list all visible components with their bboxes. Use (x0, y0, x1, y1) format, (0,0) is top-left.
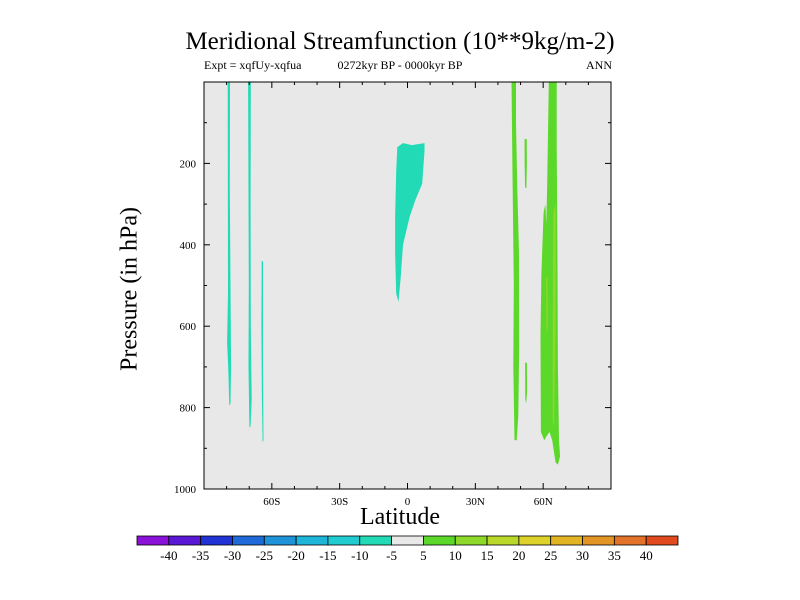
teal-band-70S (248, 82, 252, 428)
colorbar: -40 -35 -30 -25 -20 -15 -10 -5 5 10 15 20 25 30 35 40 (136, 535, 679, 563)
colorbar-label: 20 (512, 548, 525, 563)
colorbar-swatch (454, 535, 488, 546)
colorbar-label: -20 (287, 548, 304, 563)
colorbar-label: -5 (386, 548, 397, 563)
teal-equatorial-cell (395, 143, 425, 302)
colorbar-label: 25 (544, 548, 557, 563)
teal-band-64S (261, 261, 264, 443)
colorbar-swatch (486, 535, 520, 546)
x-tick-label: 60N (534, 496, 553, 508)
colorbar-swatch (168, 535, 202, 546)
colorbar-swatch (232, 535, 265, 546)
y-tick-label: 200 (180, 158, 197, 170)
teal-band-78S (227, 82, 232, 406)
x-tick-label: 0 (405, 496, 411, 508)
x-tick-label: 30S (331, 496, 348, 508)
green-cell-60N (540, 82, 561, 465)
colorbar-swatch (327, 535, 361, 546)
colorbar-label: -30 (224, 548, 241, 563)
yellowgreen-core-62N (546, 277, 548, 335)
colorbar-label: -10 (351, 548, 368, 563)
colorbar-swatch (582, 535, 615, 546)
axes: 60S 30S 0 30N 60N 200 400 600 800 1000 (174, 82, 611, 508)
colorbar-swatch (645, 535, 679, 546)
colorbar-label: -25 (256, 548, 273, 563)
x-tick-label: 30N (466, 496, 485, 508)
colorbar-swatch (550, 535, 583, 546)
green-band-52N-upper (524, 139, 527, 188)
yellowgreen-core-65N (552, 204, 556, 428)
chart-title: Meridional Streamfunction (10**9kg/m-2) (185, 28, 615, 55)
colorbar-swatch (359, 535, 392, 546)
colorbar-swatch (613, 535, 647, 546)
colorbar-label: 10 (449, 548, 462, 563)
colorbar-label: 35 (608, 548, 621, 563)
colorbar-label: -35 (192, 548, 209, 563)
colorbar-swatch (391, 535, 424, 546)
y-tick-label: 400 (180, 240, 197, 252)
experiment-label: Expt = xqfUy-xqfua (204, 58, 302, 72)
colorbar-label: 5 (420, 548, 427, 563)
colorbar-swatch (136, 535, 170, 546)
y-tick-label: 1000 (174, 484, 197, 496)
x-tick-label: 60S (263, 496, 280, 508)
colorbar-swatch (200, 535, 233, 546)
green-band-52N-lower (525, 362, 528, 404)
colorbar-label: 40 (640, 548, 653, 563)
colorbar-swatch (423, 535, 456, 546)
colorbar-swatch (295, 535, 329, 546)
colorbar-swatch (518, 535, 552, 546)
colorbar-swatch (263, 535, 297, 546)
y-tick-label: 800 (180, 403, 197, 415)
colorbar-label: 15 (481, 548, 494, 563)
y-tick-label: 600 (180, 321, 197, 333)
season-label: ANN (586, 58, 612, 72)
colorbar-label: 30 (576, 548, 589, 563)
colorbar-label: -40 (160, 548, 177, 563)
time-range-label: 0272kyr BP - 0000kyr BP (337, 58, 463, 72)
green-band-47N (511, 82, 520, 441)
colorbar-label: -15 (319, 548, 336, 563)
contour-regions (227, 82, 561, 465)
x-axis-label: Latitude (360, 504, 440, 530)
